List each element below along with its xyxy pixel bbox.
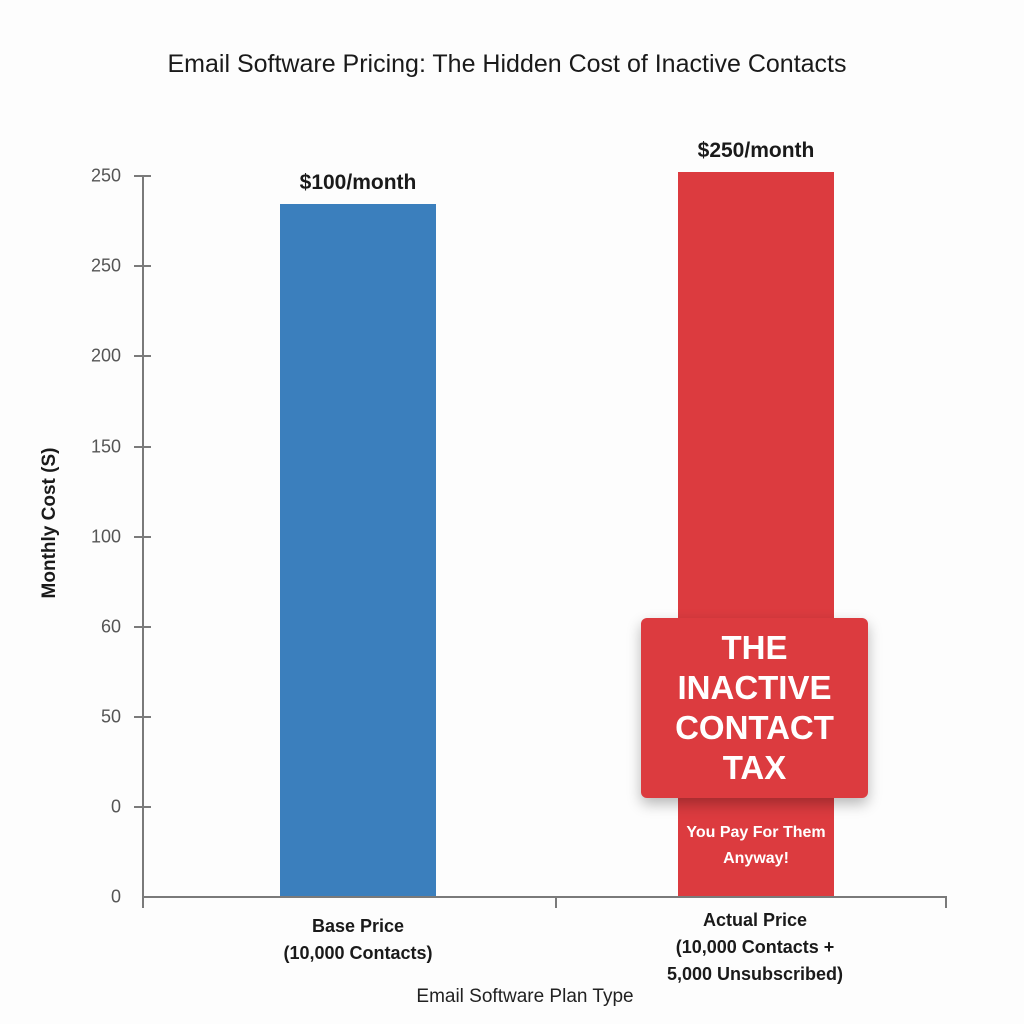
y-tick: [134, 355, 151, 357]
callout-subtext: You Pay For Them Anyway!: [650, 820, 862, 872]
callout-line: INACTIVE: [677, 669, 832, 706]
y-tick: [134, 536, 151, 538]
callout-subtext-line: You Pay For Them: [686, 824, 826, 841]
y-tick-label: 250: [90, 165, 121, 186]
category-label-line: (10,000 Contacts): [283, 943, 433, 963]
y-tick: [134, 175, 151, 177]
category-label-base: Base Price (10,000 Contacts): [238, 913, 478, 967]
x-axis-line: [142, 896, 947, 898]
y-tick-label: 150: [90, 436, 121, 457]
x-tick: [555, 896, 557, 908]
y-tick: [134, 806, 151, 808]
y-tick-label: 200: [90, 345, 121, 366]
y-tick-label: 60: [100, 616, 121, 637]
x-axis-label: Email Software Plan Type: [416, 986, 634, 1007]
category-label-line: Actual Price: [702, 910, 808, 930]
chart-title: Email Software Pricing: The Hidden Cost …: [167, 50, 847, 78]
y-axis-line: [142, 175, 144, 908]
callout-line: THE: [721, 629, 788, 666]
y-tick-label: 100: [90, 526, 121, 547]
y-tick: [134, 446, 151, 448]
y-tick-label: 50: [100, 706, 121, 727]
category-label-line: (10,000 Contacts +: [675, 937, 835, 957]
bar-base-price: [280, 204, 436, 896]
y-tick-label: 250: [90, 255, 121, 276]
bar-value-label: $100/month: [299, 171, 417, 194]
y-tick-label: 0: [110, 886, 121, 907]
category-label-actual: Actual Price (10,000 Contacts + 5,000 Un…: [630, 907, 880, 988]
y-tick: [134, 716, 151, 718]
category-label-line: 5,000 Unsubscribed): [666, 964, 844, 984]
y-axis-label: Monthly Cost (S): [39, 447, 60, 599]
x-tick: [945, 896, 947, 908]
bar-value-label: $250/month: [697, 139, 815, 162]
y-tick: [134, 626, 151, 628]
callout-line: CONTACT: [675, 709, 834, 746]
y-tick-label: 0: [110, 796, 121, 817]
callout-subtext-line: Anyway!: [723, 850, 789, 867]
inactive-contact-tax-callout: THE INACTIVE CONTACT TAX: [641, 618, 868, 798]
y-tick: [134, 265, 151, 267]
category-label-line: Base Price: [311, 916, 405, 936]
callout-line: TAX: [722, 749, 787, 786]
